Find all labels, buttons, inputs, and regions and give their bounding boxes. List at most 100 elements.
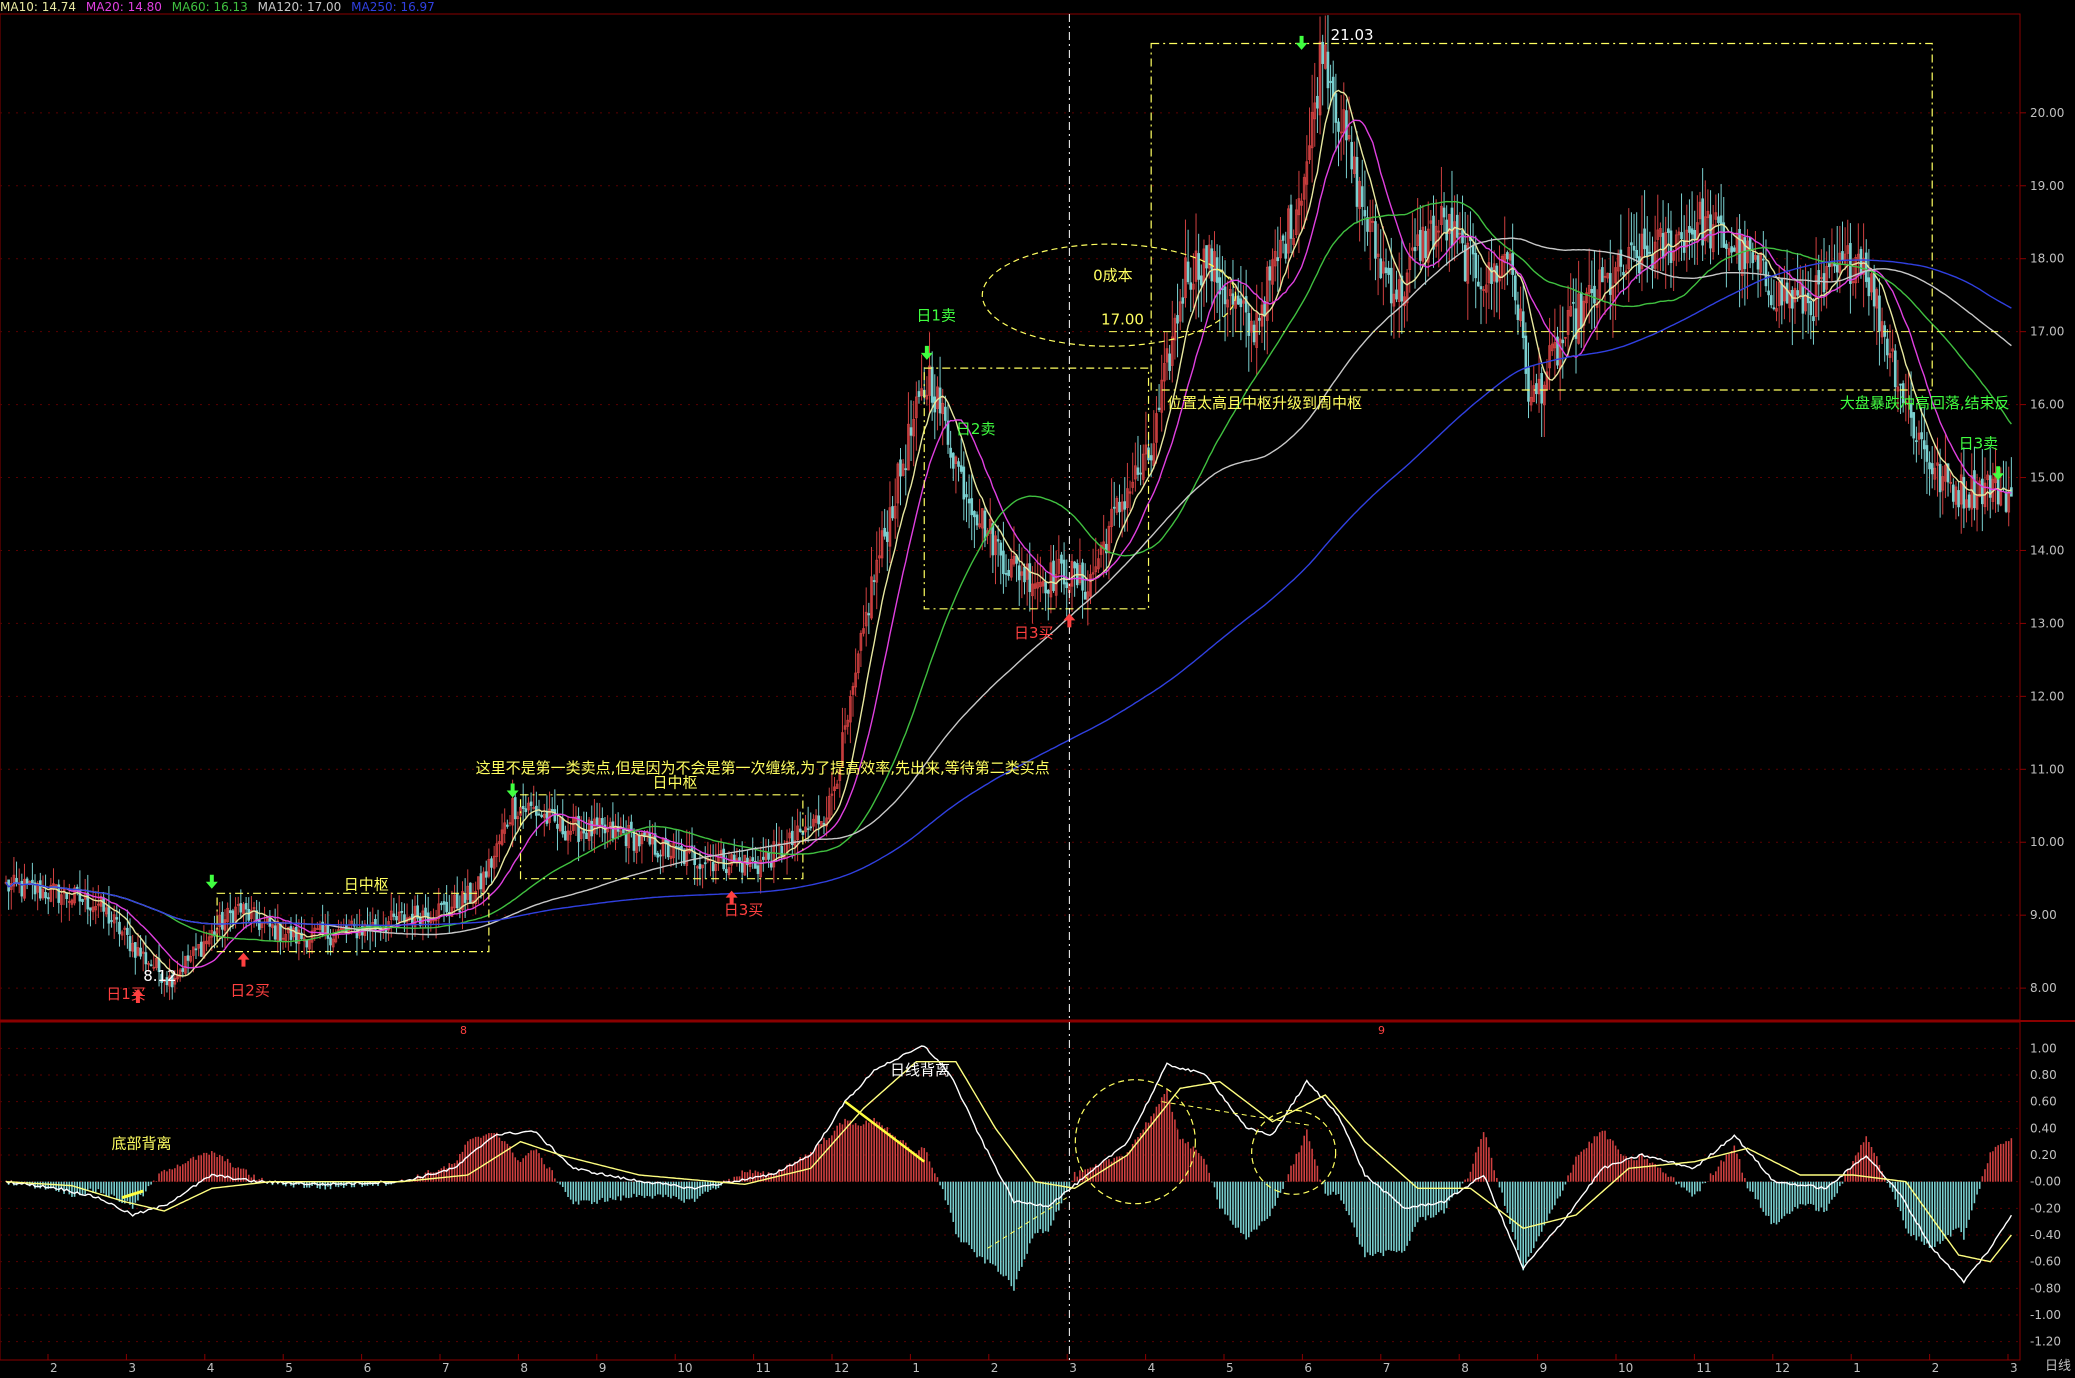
candle-body xyxy=(1878,295,1881,332)
candle-body xyxy=(482,871,485,892)
candle-body xyxy=(321,921,324,933)
candle-body xyxy=(442,901,446,905)
candle-body xyxy=(252,907,256,910)
buy-arrow-icon xyxy=(725,890,738,905)
candle-body xyxy=(1229,289,1232,297)
month-label: 6 xyxy=(1304,1361,1312,1375)
candle-body xyxy=(500,829,504,845)
chart-annotation: 日中枢 xyxy=(344,876,389,894)
month-label: 12 xyxy=(834,1361,849,1375)
candle-body xyxy=(1690,228,1694,235)
candle-body xyxy=(1933,467,1937,480)
candle-body xyxy=(257,919,261,930)
candle-body xyxy=(996,539,1000,542)
month-label: 9 xyxy=(599,1361,607,1375)
candle-body xyxy=(566,830,570,841)
macd-tick-label: -0.40 xyxy=(2030,1228,2061,1242)
candle-body xyxy=(236,904,240,906)
candle-body xyxy=(1173,317,1177,341)
candle-body xyxy=(1437,230,1441,233)
period-label[interactable]: 日线 xyxy=(2044,1359,2071,1374)
price-tick-label: 8.00 xyxy=(2030,981,2057,995)
candle-body xyxy=(878,555,881,559)
candle-body xyxy=(1532,385,1536,402)
candle-body xyxy=(455,893,459,909)
candle-body xyxy=(1326,51,1330,89)
candle-body xyxy=(2010,487,2013,497)
candle-body xyxy=(1640,233,1644,270)
candle-body xyxy=(1701,198,1704,246)
candle-body xyxy=(1901,383,1905,404)
candle-body xyxy=(194,948,198,951)
candle-body xyxy=(1574,308,1578,339)
candle-body xyxy=(41,888,45,899)
candle-body xyxy=(804,826,807,833)
candle-body xyxy=(635,834,638,853)
candle-body xyxy=(487,858,491,877)
candle-body xyxy=(1176,315,1179,324)
candle-body xyxy=(912,419,916,437)
candle-body xyxy=(1411,247,1414,251)
candle-body xyxy=(740,862,744,873)
chart-annotation: 日2买 xyxy=(230,981,270,999)
candle-body xyxy=(1041,581,1045,587)
candle-body xyxy=(1036,582,1040,589)
candle-body xyxy=(962,466,966,500)
candle-body xyxy=(102,897,105,912)
candle-body xyxy=(904,468,908,471)
candle-body xyxy=(1358,181,1361,209)
candle-body xyxy=(1751,252,1755,264)
ma20-line xyxy=(5,119,2012,969)
candle-body xyxy=(1859,249,1863,274)
candle-body xyxy=(513,797,517,820)
chart-annotation: 这里不是第一类卖点,但是因为不会是第一次缠绕,为了提高效率,先出来,等待第二类买… xyxy=(476,759,1050,777)
month-label: 5 xyxy=(1226,1361,1234,1375)
candle-body xyxy=(1455,214,1459,238)
candle-body xyxy=(1387,267,1390,275)
macd-tick-label: 1.00 xyxy=(2030,1041,2057,1055)
candle-body xyxy=(746,857,749,866)
pivot-box xyxy=(519,794,804,880)
candle-body xyxy=(463,893,467,903)
candle-body xyxy=(577,815,580,842)
candle-body xyxy=(1244,296,1248,313)
candle-body xyxy=(1466,242,1470,284)
candle-body xyxy=(951,452,955,469)
candle-body xyxy=(1540,373,1544,404)
candle-body xyxy=(965,494,968,498)
month-label: 1 xyxy=(1853,1361,1861,1375)
candle-body xyxy=(1374,221,1377,259)
candle-body xyxy=(20,880,24,897)
candle-body xyxy=(851,686,855,695)
candle-body xyxy=(1656,229,1660,240)
candle-body xyxy=(1912,412,1916,439)
candle-body xyxy=(751,857,755,861)
candle-body xyxy=(1709,214,1712,249)
candle-body xyxy=(1426,228,1430,263)
candle-body xyxy=(1651,254,1654,269)
candle-body xyxy=(756,865,760,874)
candle-body xyxy=(297,929,301,944)
candle-body xyxy=(637,835,641,847)
candle-body xyxy=(1769,295,1773,306)
candle-body xyxy=(168,975,171,987)
candle-body xyxy=(859,632,863,651)
candle-body xyxy=(144,952,148,965)
candle-body xyxy=(89,907,92,911)
candle-body xyxy=(685,848,689,866)
candle-body xyxy=(1004,572,1008,575)
candle-body xyxy=(1793,287,1797,303)
candle-body xyxy=(1149,455,1153,461)
candle-body xyxy=(1601,267,1604,283)
candle-body xyxy=(2007,491,2011,513)
candle-body xyxy=(864,611,868,627)
candle-body xyxy=(1479,286,1483,290)
macd-circle xyxy=(1251,1109,1337,1195)
candle-body xyxy=(899,459,902,477)
candle-body xyxy=(112,914,116,924)
candle-body xyxy=(223,919,227,931)
candle-body xyxy=(1471,245,1475,255)
candle-body xyxy=(1688,226,1691,233)
